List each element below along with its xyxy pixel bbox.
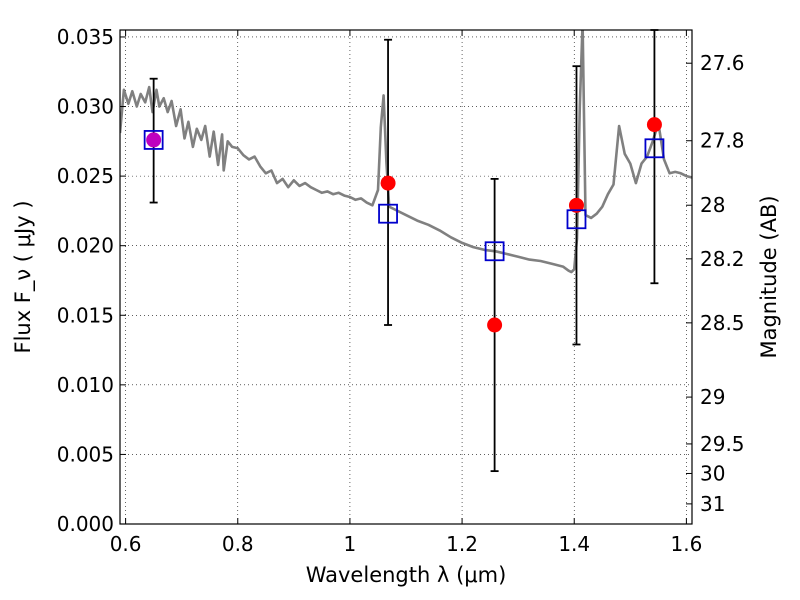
- observed-point: [380, 175, 396, 191]
- grid: [120, 30, 692, 524]
- error-bars: [149, 29, 659, 473]
- x-tick-label: 1.6: [670, 532, 702, 556]
- x-tick-label: 0.8: [222, 532, 254, 556]
- x-tick-label: 0.6: [110, 532, 142, 556]
- axis-ticks: [120, 30, 692, 525]
- mag-tick-label: 30: [700, 461, 725, 485]
- y-tick-labels: 0.000 0.005 0.010 0.015 0.020 0.025 0.030 0.035: [57, 25, 114, 536]
- y-tick-label: 0.010: [57, 373, 114, 397]
- model-photometry-points: [143, 130, 665, 262]
- sed-curve: [120, 30, 692, 274]
- model-point: [378, 203, 398, 224]
- y-tick-label: 0.020: [57, 234, 114, 258]
- mag-tick-label: 27.8: [700, 129, 745, 153]
- y-tick-label: 0.015: [57, 303, 114, 327]
- x-tick-label: 1.2: [446, 532, 478, 556]
- observed-point: [646, 117, 662, 133]
- observed-point: [487, 317, 503, 333]
- model-point: [143, 130, 164, 150]
- mag-tick-label: 29.5: [700, 432, 745, 456]
- y-tick-label: 0.000: [57, 512, 114, 536]
- observed-points: [146, 117, 662, 333]
- y-tick-label: 0.005: [57, 442, 114, 466]
- plot-frame: [119, 29, 693, 525]
- mag-tick-label: 27.6: [700, 51, 745, 75]
- x-tick-label: 1.4: [558, 532, 590, 556]
- mag-tick-label: 28: [700, 193, 725, 217]
- sed-model-layer: [120, 30, 692, 274]
- y-tick-label: 0.030: [57, 95, 114, 119]
- mag-tick-label: 28.2: [700, 247, 745, 271]
- model-point: [484, 241, 505, 262]
- y-tick-label: 0.035: [57, 25, 114, 49]
- mag-tick-label: 28.5: [700, 311, 745, 335]
- model-point: [566, 209, 587, 230]
- mag-tick-label: 31: [700, 492, 725, 516]
- y-axis-label-left: Flux F_ν ( μJy ): [11, 200, 36, 353]
- y-tick-label: 0.025: [57, 164, 114, 188]
- observed-point: [146, 132, 162, 148]
- model-point: [644, 138, 665, 159]
- x-tick-label: 1: [344, 532, 357, 556]
- x-tick-labels: 0.6 0.8 1 1.2 1.4 1.6: [110, 532, 703, 556]
- x-axis-label: Wavelength λ (μm): [306, 563, 507, 587]
- magnitude-tick-labels: 27.6 27.8 28 28.2 28.5 29 29.5 30 31: [700, 51, 745, 516]
- observed-point: [568, 197, 584, 213]
- mag-tick-label: 29: [700, 385, 725, 409]
- y-axis-label-right: Magnitude (AB): [757, 195, 781, 358]
